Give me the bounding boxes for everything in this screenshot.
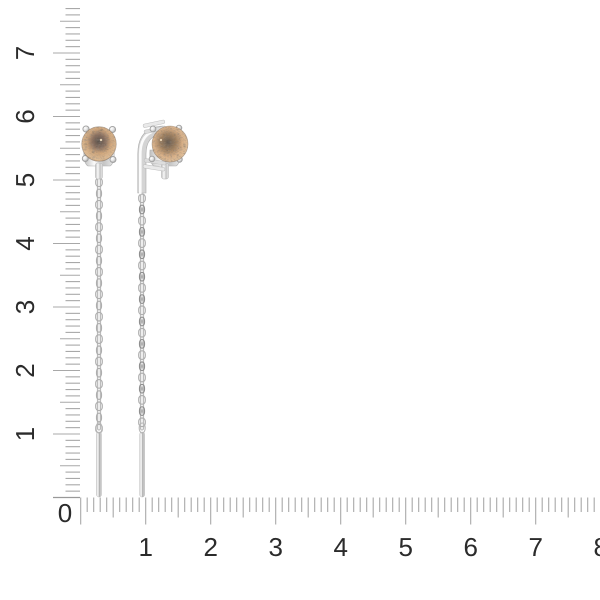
svg-text:4: 4 [333,532,347,562]
svg-text:1: 1 [138,532,152,562]
svg-text:0: 0 [58,498,72,528]
svg-text:6: 6 [10,109,40,123]
svg-text:7: 7 [528,532,542,562]
svg-text:2: 2 [203,532,217,562]
svg-text:5: 5 [10,173,40,187]
svg-text:7: 7 [10,46,40,60]
svg-text:6: 6 [463,532,477,562]
svg-text:4: 4 [10,236,40,250]
svg-text:2: 2 [10,363,40,377]
svg-text:3: 3 [268,532,282,562]
svg-text:5: 5 [398,532,412,562]
svg-text:3: 3 [10,300,40,314]
svg-text:1: 1 [10,427,40,441]
svg-text:8: 8 [593,532,600,562]
